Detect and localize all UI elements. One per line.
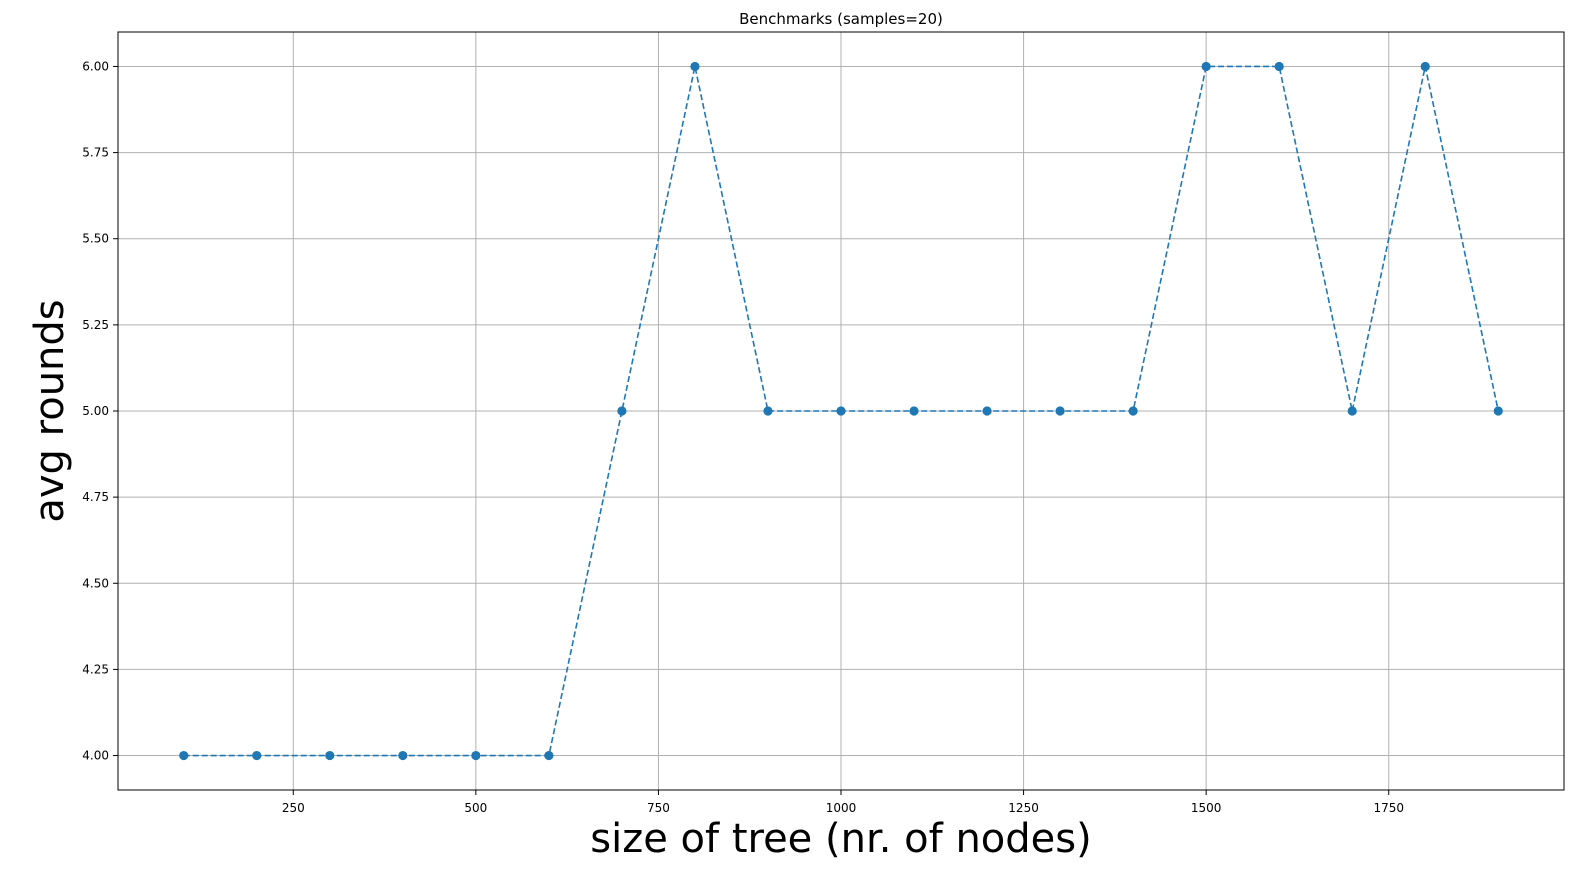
data-point bbox=[1274, 61, 1284, 72]
data-point bbox=[836, 406, 846, 416]
data-point bbox=[1128, 406, 1138, 416]
data-point bbox=[252, 750, 262, 761]
data-point bbox=[909, 406, 919, 416]
x-tick-label: 1500 bbox=[1191, 801, 1222, 815]
x-tick-label: 1250 bbox=[1008, 801, 1039, 815]
data-point bbox=[982, 406, 992, 416]
x-tick-label: 750 bbox=[647, 801, 670, 815]
data-point bbox=[1055, 406, 1065, 416]
data-series bbox=[179, 61, 1503, 761]
data-point bbox=[1420, 61, 1430, 72]
data-point bbox=[690, 61, 700, 72]
y-axis-label: avg rounds bbox=[27, 299, 73, 522]
data-point bbox=[544, 750, 554, 761]
data-point bbox=[617, 406, 627, 416]
y-tick-label: 4.00 bbox=[82, 749, 109, 763]
chart-title: Benchmarks (samples=20) bbox=[739, 10, 943, 28]
x-tick-label: 1750 bbox=[1373, 801, 1404, 815]
y-tick-label: 6.00 bbox=[82, 59, 109, 73]
y-tick-label: 5.00 bbox=[82, 404, 109, 418]
x-axis-label: size of tree (nr. of nodes) bbox=[590, 816, 1091, 862]
x-tick-label: 250 bbox=[282, 801, 305, 815]
y-tick-label: 5.50 bbox=[82, 232, 109, 246]
data-point bbox=[471, 750, 481, 761]
ticks: 250 500 750 1000 1250 1500 1750 4.00 4.25 4.50 4.7… bbox=[82, 59, 1404, 815]
data-point bbox=[1347, 406, 1357, 416]
y-tick-label: 5.75 bbox=[82, 146, 109, 160]
data-point bbox=[763, 406, 773, 416]
data-point bbox=[398, 750, 408, 761]
y-tick-label: 5.25 bbox=[82, 318, 109, 332]
x-tick-label: 500 bbox=[464, 801, 487, 815]
data-point bbox=[1201, 61, 1211, 72]
data-point bbox=[1493, 406, 1503, 416]
y-tick-label: 4.50 bbox=[82, 576, 109, 590]
grid bbox=[118, 32, 1564, 790]
y-tick-label: 4.25 bbox=[82, 662, 109, 676]
x-tick-label: 1000 bbox=[826, 801, 857, 815]
y-tick-label: 4.75 bbox=[82, 490, 109, 504]
data-point bbox=[325, 750, 335, 761]
data-point bbox=[179, 750, 189, 761]
